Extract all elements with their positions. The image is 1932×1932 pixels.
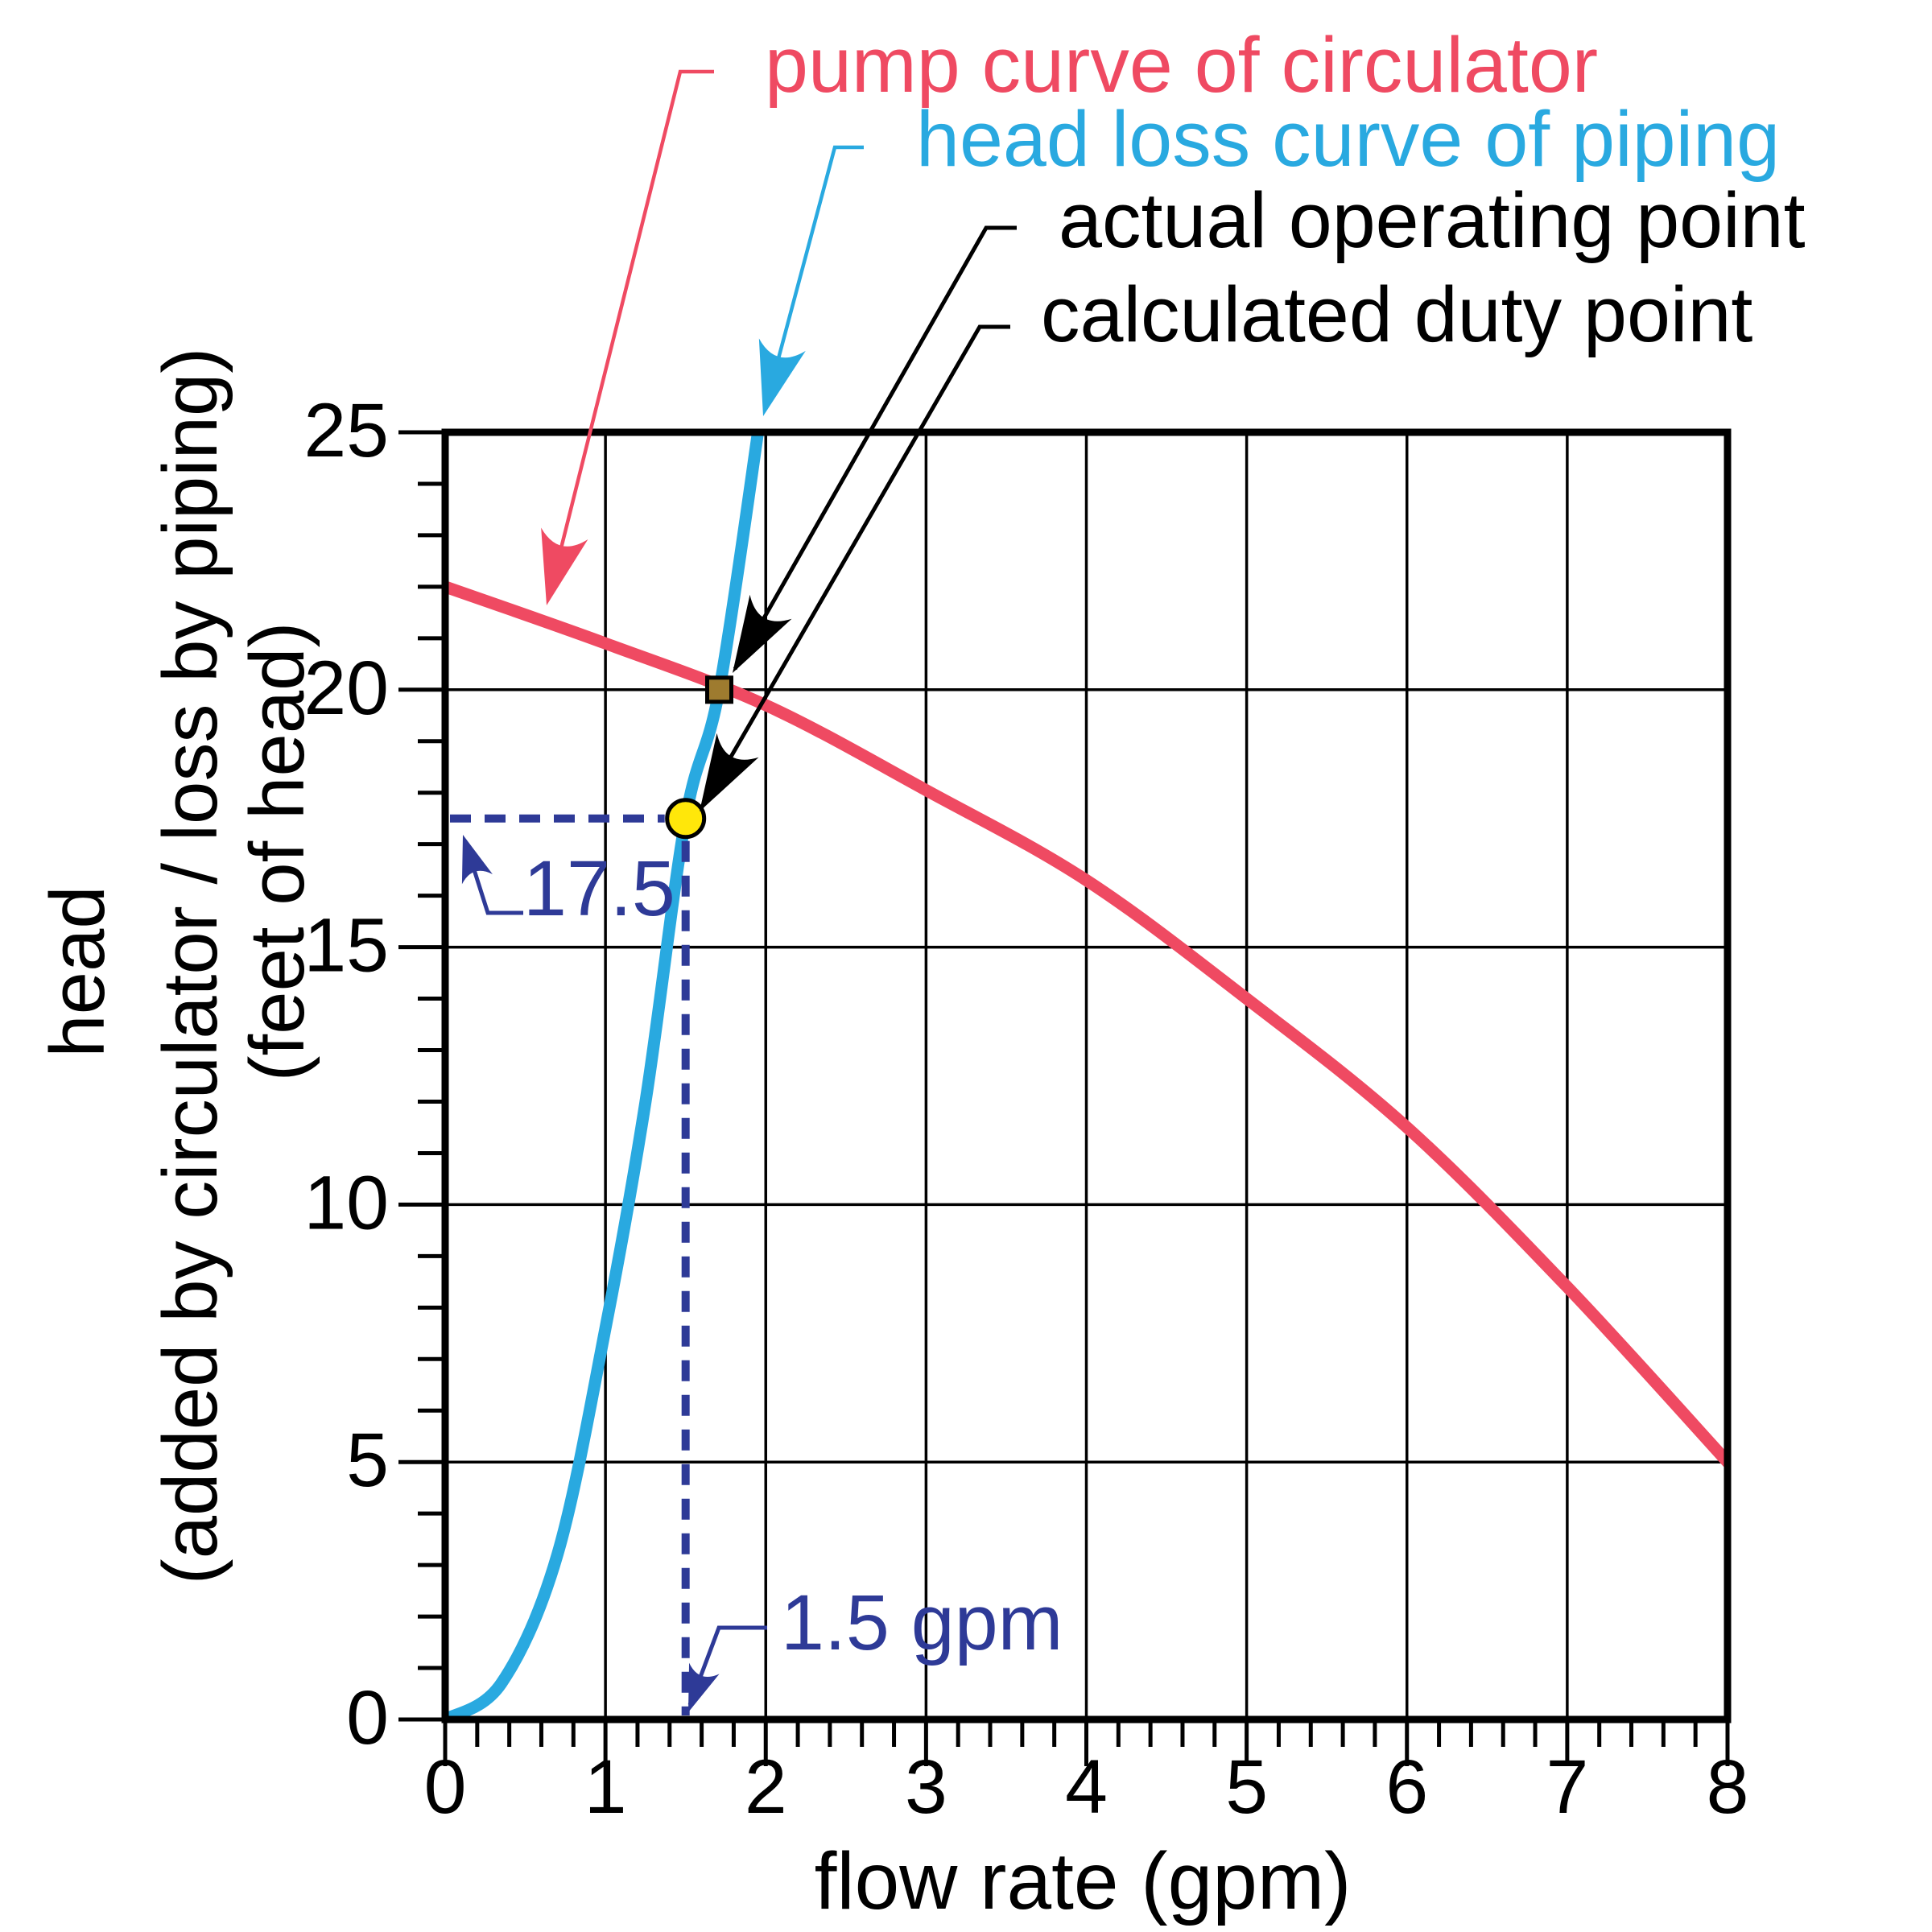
tick-labels: 0 1 2 3 4 5 6 7 8 0 5 10 15 20 25	[303, 388, 1748, 1830]
axis-ticks	[398, 430, 1730, 1766]
y-tick-label: 5	[346, 1418, 389, 1503]
x-tick-label: 4	[1065, 1744, 1108, 1830]
reference-lines	[450, 814, 690, 1715]
x-tick-label: 7	[1546, 1744, 1588, 1830]
grid-lines	[445, 432, 1728, 1719]
y-tick-label: 0	[346, 1675, 389, 1761]
plot-frame	[441, 428, 1732, 1724]
head-loss-arrowhead	[758, 338, 806, 416]
y-tick-label: 15	[303, 903, 389, 989]
y-axis-title-added-loss: (added by circulator / loss by piping)	[147, 347, 233, 1585]
x-tick-label: 1	[584, 1744, 627, 1830]
head-loss-leader-line	[762, 145, 864, 411]
y-tick-label: 20	[303, 646, 389, 731]
x-tick-label: 0	[424, 1744, 467, 1830]
x-tick-label: 5	[1225, 1744, 1268, 1830]
legend-pump-curve-label: pump curve of circulator	[765, 21, 1599, 109]
head-value-arrowhead	[461, 835, 493, 885]
x-tick-label: 2	[745, 1744, 787, 1830]
x-axis-title: flow rate (gpm)	[814, 1836, 1352, 1926]
actual-point-arrowhead	[733, 594, 792, 673]
calculated-duty-point-marker	[665, 798, 707, 840]
pump-curve	[445, 580, 1728, 1468]
y-axis-title-feet-of-head: (feet of head)	[234, 621, 320, 1082]
actual-operating-point-marker	[705, 675, 734, 704]
duty-point-arrowhead	[700, 733, 759, 811]
flow-value-callout: 1.5 gpm	[781, 1579, 1063, 1666]
flow-value-arrowhead	[688, 1662, 720, 1712]
x-tick-label: 8	[1707, 1744, 1749, 1830]
y-axis-title-head: head	[35, 886, 121, 1058]
x-tick-label: 3	[905, 1744, 947, 1830]
pump-curve-arrowhead	[541, 527, 588, 605]
head-value-callout: 17.5	[523, 844, 675, 932]
y-tick-label: 25	[303, 388, 389, 473]
y-tick-label: 10	[303, 1160, 389, 1245]
duty-point-leader-line	[699, 324, 1010, 810]
legend-actual-operating-point-label: actual operating point	[1059, 176, 1806, 264]
legend-headloss-curve-label: head loss curve of piping	[916, 95, 1781, 183]
legend-calculated-duty-point-label: calculated duty point	[1041, 270, 1753, 358]
pump-curve-leader-line	[547, 69, 714, 594]
x-tick-label: 6	[1385, 1744, 1428, 1830]
actual-point-leader-line	[733, 225, 1017, 671]
